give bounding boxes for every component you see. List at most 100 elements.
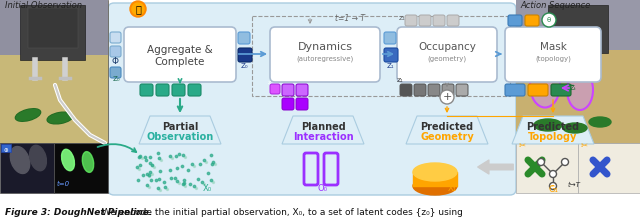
FancyBboxPatch shape (516, 0, 640, 50)
Point (173, 152, 184, 156)
Point (164, 154, 175, 157)
Text: ⊕: ⊕ (4, 148, 8, 153)
Circle shape (130, 1, 146, 17)
Circle shape (550, 182, 557, 189)
Point (142, 184, 152, 187)
FancyBboxPatch shape (516, 0, 640, 143)
Point (191, 186, 201, 190)
FancyBboxPatch shape (238, 48, 252, 62)
Point (174, 181, 184, 185)
FancyBboxPatch shape (414, 84, 426, 96)
FancyBboxPatch shape (447, 15, 459, 26)
Point (180, 185, 190, 188)
FancyBboxPatch shape (384, 32, 396, 44)
FancyBboxPatch shape (54, 143, 108, 193)
Point (142, 172, 152, 176)
Ellipse shape (17, 110, 40, 120)
Text: ✂: ✂ (581, 141, 588, 150)
Text: Z₀: Z₀ (112, 76, 120, 82)
Point (172, 166, 182, 170)
Text: t=1 → T: t=1 → T (335, 14, 365, 23)
FancyBboxPatch shape (296, 84, 308, 96)
Point (154, 156, 164, 160)
FancyBboxPatch shape (282, 98, 294, 110)
Circle shape (132, 3, 144, 15)
Circle shape (542, 13, 556, 27)
Point (145, 185, 155, 189)
Text: X₀: X₀ (202, 184, 212, 193)
Point (153, 152, 163, 155)
Text: G̃₁: G̃₁ (548, 185, 558, 194)
FancyBboxPatch shape (156, 84, 169, 96)
Point (195, 163, 205, 166)
Point (136, 156, 147, 160)
FancyBboxPatch shape (0, 143, 54, 193)
Ellipse shape (413, 177, 457, 195)
Circle shape (550, 171, 557, 178)
Point (145, 174, 155, 178)
FancyBboxPatch shape (428, 84, 440, 96)
Point (147, 164, 157, 167)
Ellipse shape (530, 62, 560, 108)
Point (201, 160, 211, 164)
Ellipse shape (29, 145, 47, 171)
Text: Z₁: Z₁ (399, 16, 405, 21)
Point (180, 155, 190, 158)
Point (166, 156, 177, 159)
Point (147, 172, 157, 176)
Text: +: + (442, 92, 452, 102)
Text: Z₁: Z₁ (386, 63, 394, 69)
Point (177, 164, 188, 167)
Point (179, 178, 189, 182)
Circle shape (538, 159, 545, 166)
FancyBboxPatch shape (0, 55, 108, 143)
Point (134, 167, 144, 170)
Text: Initial Observation: Initial Observation (5, 1, 82, 10)
Point (189, 165, 199, 168)
Point (134, 154, 145, 158)
Text: Φ: Φ (111, 58, 118, 67)
Text: t→T: t→T (568, 182, 580, 188)
Point (178, 183, 188, 186)
Point (206, 154, 216, 157)
Ellipse shape (61, 149, 74, 171)
Point (132, 178, 143, 181)
Point (207, 161, 218, 164)
Text: z: z (268, 81, 271, 85)
FancyBboxPatch shape (505, 84, 525, 96)
Point (186, 163, 196, 166)
Point (141, 158, 151, 162)
Polygon shape (512, 116, 594, 144)
Text: t=0: t=0 (57, 181, 70, 187)
Point (199, 158, 209, 162)
Text: (geometry): (geometry) (428, 56, 467, 62)
FancyBboxPatch shape (0, 0, 108, 143)
Point (146, 178, 156, 182)
Text: ✂: ✂ (519, 141, 526, 150)
Ellipse shape (563, 123, 587, 133)
Point (203, 171, 213, 174)
Ellipse shape (567, 70, 593, 110)
FancyBboxPatch shape (296, 98, 308, 110)
Point (154, 177, 164, 180)
Text: Aggregate &: Aggregate & (147, 45, 213, 55)
FancyBboxPatch shape (516, 143, 578, 193)
Point (178, 153, 188, 156)
FancyBboxPatch shape (442, 84, 454, 96)
Point (147, 163, 157, 167)
Text: Partial: Partial (162, 122, 198, 132)
FancyBboxPatch shape (0, 0, 108, 55)
Point (155, 188, 165, 191)
Circle shape (561, 159, 568, 166)
FancyBboxPatch shape (110, 67, 121, 78)
Ellipse shape (413, 163, 457, 181)
Point (207, 162, 218, 166)
Text: Predicted: Predicted (420, 122, 474, 132)
Point (138, 174, 148, 177)
FancyBboxPatch shape (528, 84, 548, 96)
Text: We encode the initial partial observation, X₀, to a set of latent codes {z₀} usi: We encode the initial partial observatio… (99, 208, 463, 217)
FancyArrowPatch shape (478, 160, 513, 174)
Point (132, 165, 142, 168)
FancyBboxPatch shape (108, 3, 516, 195)
Text: (autoregressive): (autoregressive) (296, 56, 354, 62)
